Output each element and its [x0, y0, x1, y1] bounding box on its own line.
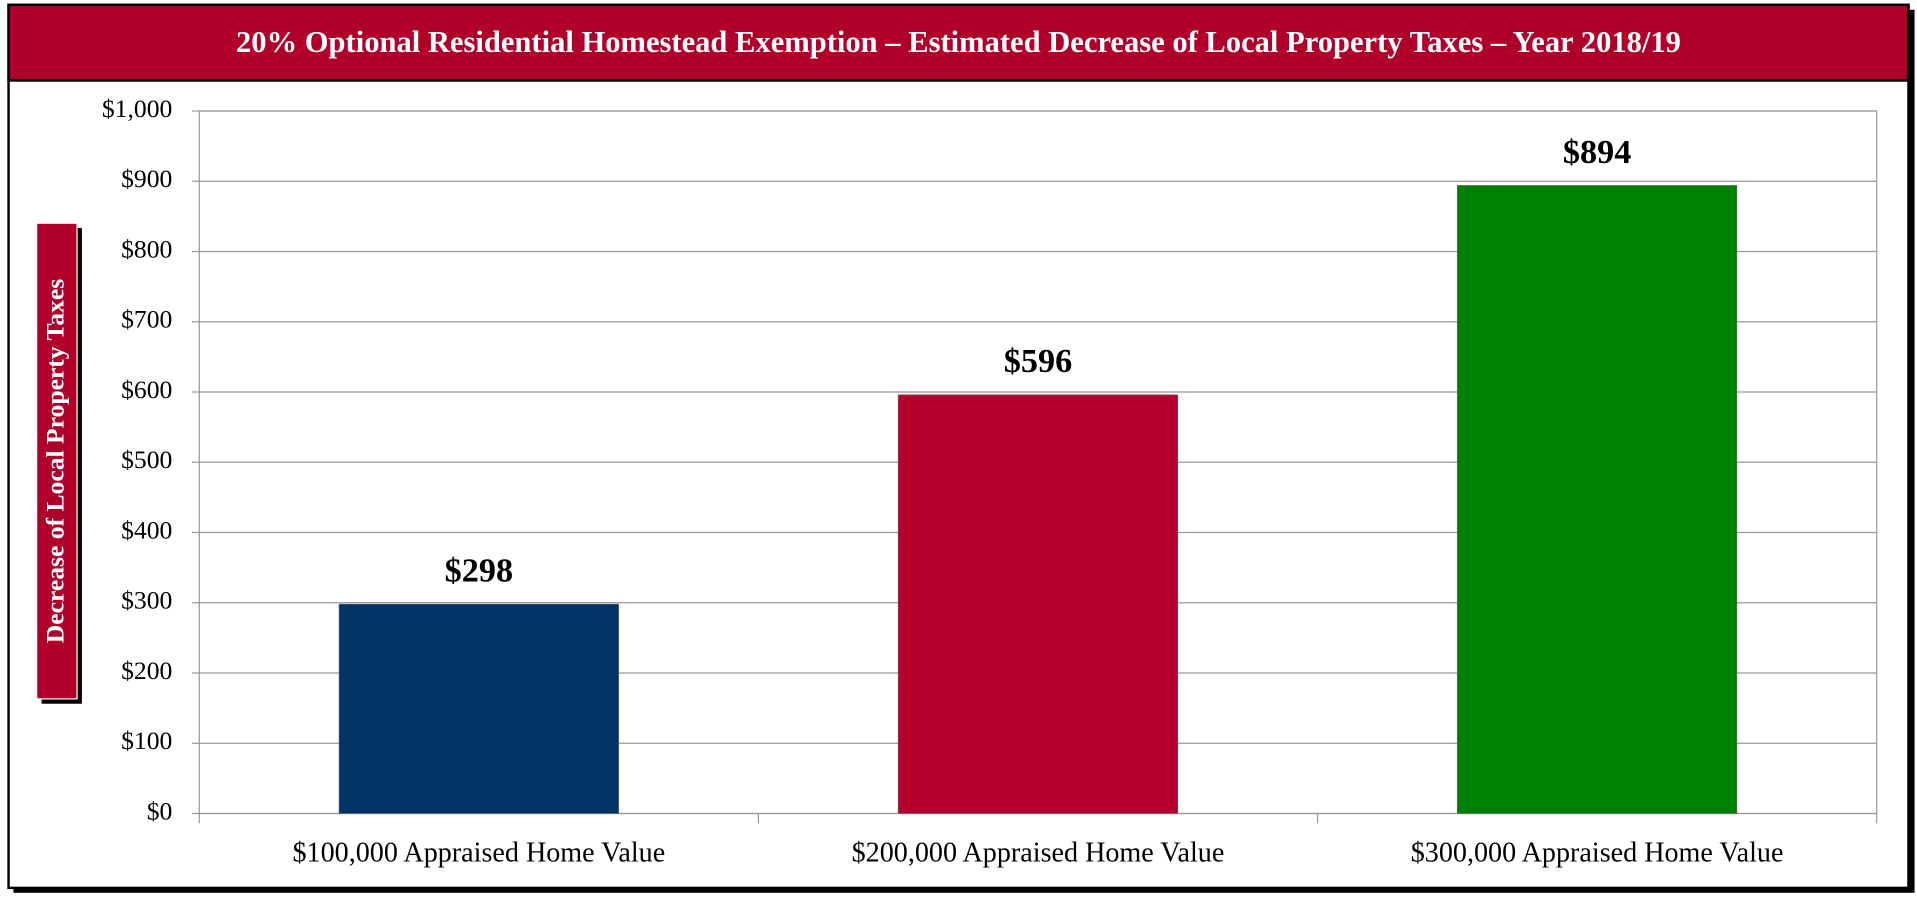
y-tick-label: $0 — [147, 796, 173, 825]
data-label: $894 — [1563, 134, 1631, 171]
x-tick-label: $100,000 Appraised Home Value — [292, 837, 665, 868]
plot: $0 $100 $200 $300 $400 $500 $600 $700 $800 $900 $1… — [102, 94, 1878, 868]
y-label-box — [36, 222, 78, 700]
y-tick-label: $100 — [121, 726, 172, 755]
y-tick-label: $200 — [121, 656, 172, 685]
y-tick-label: $1,000 — [102, 94, 173, 123]
y-axis-label: Decrease of Local Property Taxes — [40, 279, 69, 643]
y-tick-label: $500 — [121, 445, 172, 474]
bar — [338, 603, 619, 814]
y-tick-label: $700 — [121, 305, 172, 334]
x-tick-label: $300,000 Appraised Home Value — [1411, 837, 1784, 868]
data-label: $596 — [1004, 343, 1072, 380]
y-tick-label: $400 — [121, 515, 172, 544]
x-tick-label: $200,000 Appraised Home Value — [852, 837, 1225, 868]
bar — [897, 394, 1179, 814]
title-bar — [7, 3, 1910, 82]
bar — [1457, 185, 1738, 814]
data-label: $298 — [445, 553, 513, 590]
chart-title: 20% Optional Residential Homestead Exemp… — [236, 25, 1681, 59]
y-tick-label: $800 — [121, 234, 172, 263]
y-tick-label: $600 — [121, 375, 172, 404]
y-tick-label: $900 — [121, 164, 172, 193]
y-tick-label: $300 — [121, 586, 172, 615]
